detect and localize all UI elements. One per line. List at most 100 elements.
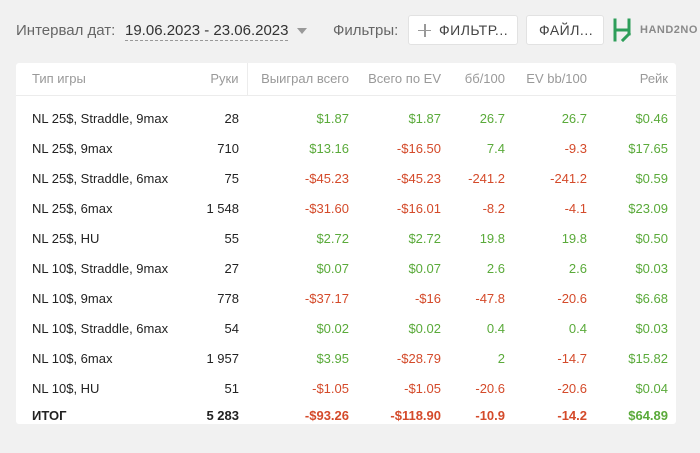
cell-bb100: -8.2 (482, 200, 505, 216)
toolbar: Интервал дат: 19.06.2023 - 23.06.2023 Фи… (0, 0, 700, 62)
cell-won-total: $0.02 (316, 320, 349, 336)
column-header-rake[interactable]: Рейк (595, 63, 676, 96)
cell-hands: 1 957 (206, 350, 239, 366)
cell-ev-bb100: -14.2 (557, 407, 587, 423)
cell-ev-bb100: -241.2 (550, 170, 587, 186)
column-header-ev-bb100[interactable]: EV bb/100 (513, 63, 595, 96)
cell-won-total: -$31.60 (304, 200, 349, 216)
table-body: NL 25$, Straddle, 9max 28 $1.87 $1.87 26.7 26… (16, 95, 676, 427)
cell-game-type: NL 10$, 9max (32, 290, 113, 306)
cell-hands: 1 548 (206, 200, 239, 216)
cell-game-type: NL 25$, Straddle, 6max (32, 170, 169, 186)
cell-bb100: -241.2 (468, 170, 505, 186)
caret-down-icon[interactable] (297, 28, 307, 34)
cell-hands: 75 (224, 170, 239, 186)
cell-hands: 710 (217, 140, 239, 156)
stats-card: Тип игры Руки Выиграл всего Всего по EV … (16, 63, 676, 424)
cell-ev-bb100: 0.4 (568, 320, 587, 336)
stats-table: Тип игры Руки Выиграл всего Всего по EV … (16, 63, 676, 427)
cell-ev-bb100: -4.1 (564, 200, 587, 216)
cell-ev-total: -$16 (414, 290, 441, 306)
cell-ev-total: $1.87 (408, 110, 441, 126)
cell-bb100: 7.4 (486, 140, 505, 156)
table-row[interactable]: NL 25$, 6max 1 548 -$31.60 -$16.01 -8.2 -4.1 $… (16, 193, 676, 223)
cell-won-total: -$1.05 (312, 380, 349, 396)
cell-game-type: NL 10$, Straddle, 9max (32, 260, 169, 276)
table-row[interactable]: NL 25$, HU 55 $2.72 $2.72 19.8 19.8 $0.50 (16, 223, 676, 253)
cell-hands: 778 (217, 290, 239, 306)
cell-rake: $0.59 (635, 170, 668, 186)
cell-game-type: NL 25$, Straddle, 9max (32, 110, 169, 126)
hand2note-logo-icon (613, 18, 632, 42)
cell-hands: 5 283 (206, 407, 239, 423)
table-row[interactable]: NL 25$, 9max 710 $13.16 -$16.50 7.4 -9.3 $17.6… (16, 133, 676, 163)
cell-bb100: -47.8 (475, 290, 505, 306)
cell-game-type: NL 10$, HU (32, 380, 100, 396)
cell-game-type: NL 10$, 6max (32, 350, 113, 366)
cell-hands: 55 (224, 230, 239, 246)
cell-won-total: $1.87 (316, 110, 349, 126)
cell-won-total: $13.16 (309, 140, 349, 156)
file-button-label: ФАЙЛ... (539, 22, 594, 38)
column-header-bb100[interactable]: бб/100 (449, 63, 513, 96)
cell-ev-bb100: 2.6 (568, 260, 587, 276)
cell-game-type: NL 25$, HU (32, 230, 100, 246)
cell-ev-total: $2.72 (408, 230, 441, 246)
logo-text: HAND2NO (640, 24, 698, 36)
column-header-ev-total[interactable]: Всего по EV (357, 63, 449, 96)
cell-ev-total: -$45.23 (396, 170, 441, 186)
cell-rake: $0.03 (635, 260, 668, 276)
cell-hands: 27 (224, 260, 239, 276)
cell-ev-total: -$118.90 (390, 407, 441, 423)
cell-won-total: -$45.23 (304, 170, 349, 186)
cell-ev-total: $0.07 (408, 260, 441, 276)
table-row[interactable]: NL 10$, 6max 1 957 $3.95 -$28.79 2 -14.7 $15.8… (16, 343, 676, 373)
cell-game-type: ИТОГ (32, 407, 67, 423)
table-row[interactable]: NL 10$, HU 51 -$1.05 -$1.05 -20.6 -20.6 $0.04 (16, 373, 676, 403)
table-row[interactable]: NL 25$, Straddle, 6max 75 -$45.23 -$45.23 -2… (16, 163, 676, 193)
cell-hands: 54 (224, 320, 239, 336)
date-interval-picker[interactable]: 19.06.2023 - 23.06.2023 (125, 22, 289, 41)
cell-won-total: $2.72 (316, 230, 349, 246)
cell-game-type: NL 25$, 9max (32, 140, 113, 156)
column-header-game-type[interactable]: Тип игры (16, 63, 171, 96)
cell-rake: $15.82 (628, 350, 668, 366)
table-total-row[interactable]: ИТОГ 5 283 -$93.26 -$118.90 -10.9 -14.2 $64.89 (16, 403, 676, 427)
cell-rake: $6.68 (635, 290, 668, 306)
column-header-won-total[interactable]: Выиграл всего (247, 63, 357, 96)
cell-bb100: 26.7 (479, 110, 505, 126)
filters-label: Фильтры: (333, 22, 399, 39)
cell-ev-total: $0.02 (408, 320, 441, 336)
cell-rake: $0.04 (635, 380, 668, 396)
cell-hands: 51 (224, 380, 239, 396)
file-button[interactable]: ФАЙЛ... (526, 15, 604, 45)
table-row[interactable]: NL 10$, 9max 778 -$37.17 -$16 -47.8 -20.6 $6.6… (16, 283, 676, 313)
cell-bb100: 19.8 (479, 230, 505, 246)
cell-won-total: $3.95 (316, 350, 349, 366)
cell-bb100: -10.9 (475, 407, 505, 423)
cell-bb100: -20.6 (475, 380, 505, 396)
cell-won-total: $0.07 (316, 260, 349, 276)
cell-ev-bb100: -20.6 (557, 290, 587, 306)
plus-icon (418, 23, 431, 37)
cell-ev-total: -$1.05 (404, 380, 441, 396)
add-filter-button[interactable]: ФИЛЬТР... (408, 15, 518, 45)
cell-rake: $64.89 (628, 407, 668, 423)
table-row[interactable]: NL 25$, Straddle, 9max 28 $1.87 $1.87 26.7 26… (16, 95, 676, 133)
table-row[interactable]: NL 10$, Straddle, 6max 54 $0.02 $0.02 0.4 0.4… (16, 313, 676, 343)
cell-ev-bb100: 19.8 (561, 230, 587, 246)
add-filter-label: ФИЛЬТР... (439, 22, 509, 38)
cell-ev-bb100: -9.3 (564, 140, 587, 156)
cell-hands: 28 (224, 110, 239, 126)
cell-ev-bb100: 26.7 (561, 110, 587, 126)
column-header-hands[interactable]: Руки (171, 63, 248, 96)
cell-won-total: -$93.26 (304, 407, 349, 423)
cell-rake: $0.46 (635, 110, 668, 126)
cell-bb100: 0.4 (486, 320, 505, 336)
hand2note-logo: HAND2NO (612, 18, 698, 42)
cell-game-type: NL 10$, Straddle, 6max (32, 320, 169, 336)
cell-ev-bb100: -20.6 (557, 380, 587, 396)
cell-ev-total: -$16.01 (396, 200, 441, 216)
cell-ev-total: -$28.79 (396, 350, 441, 366)
table-row[interactable]: NL 10$, Straddle, 9max 27 $0.07 $0.07 2.6 2.6… (16, 253, 676, 283)
